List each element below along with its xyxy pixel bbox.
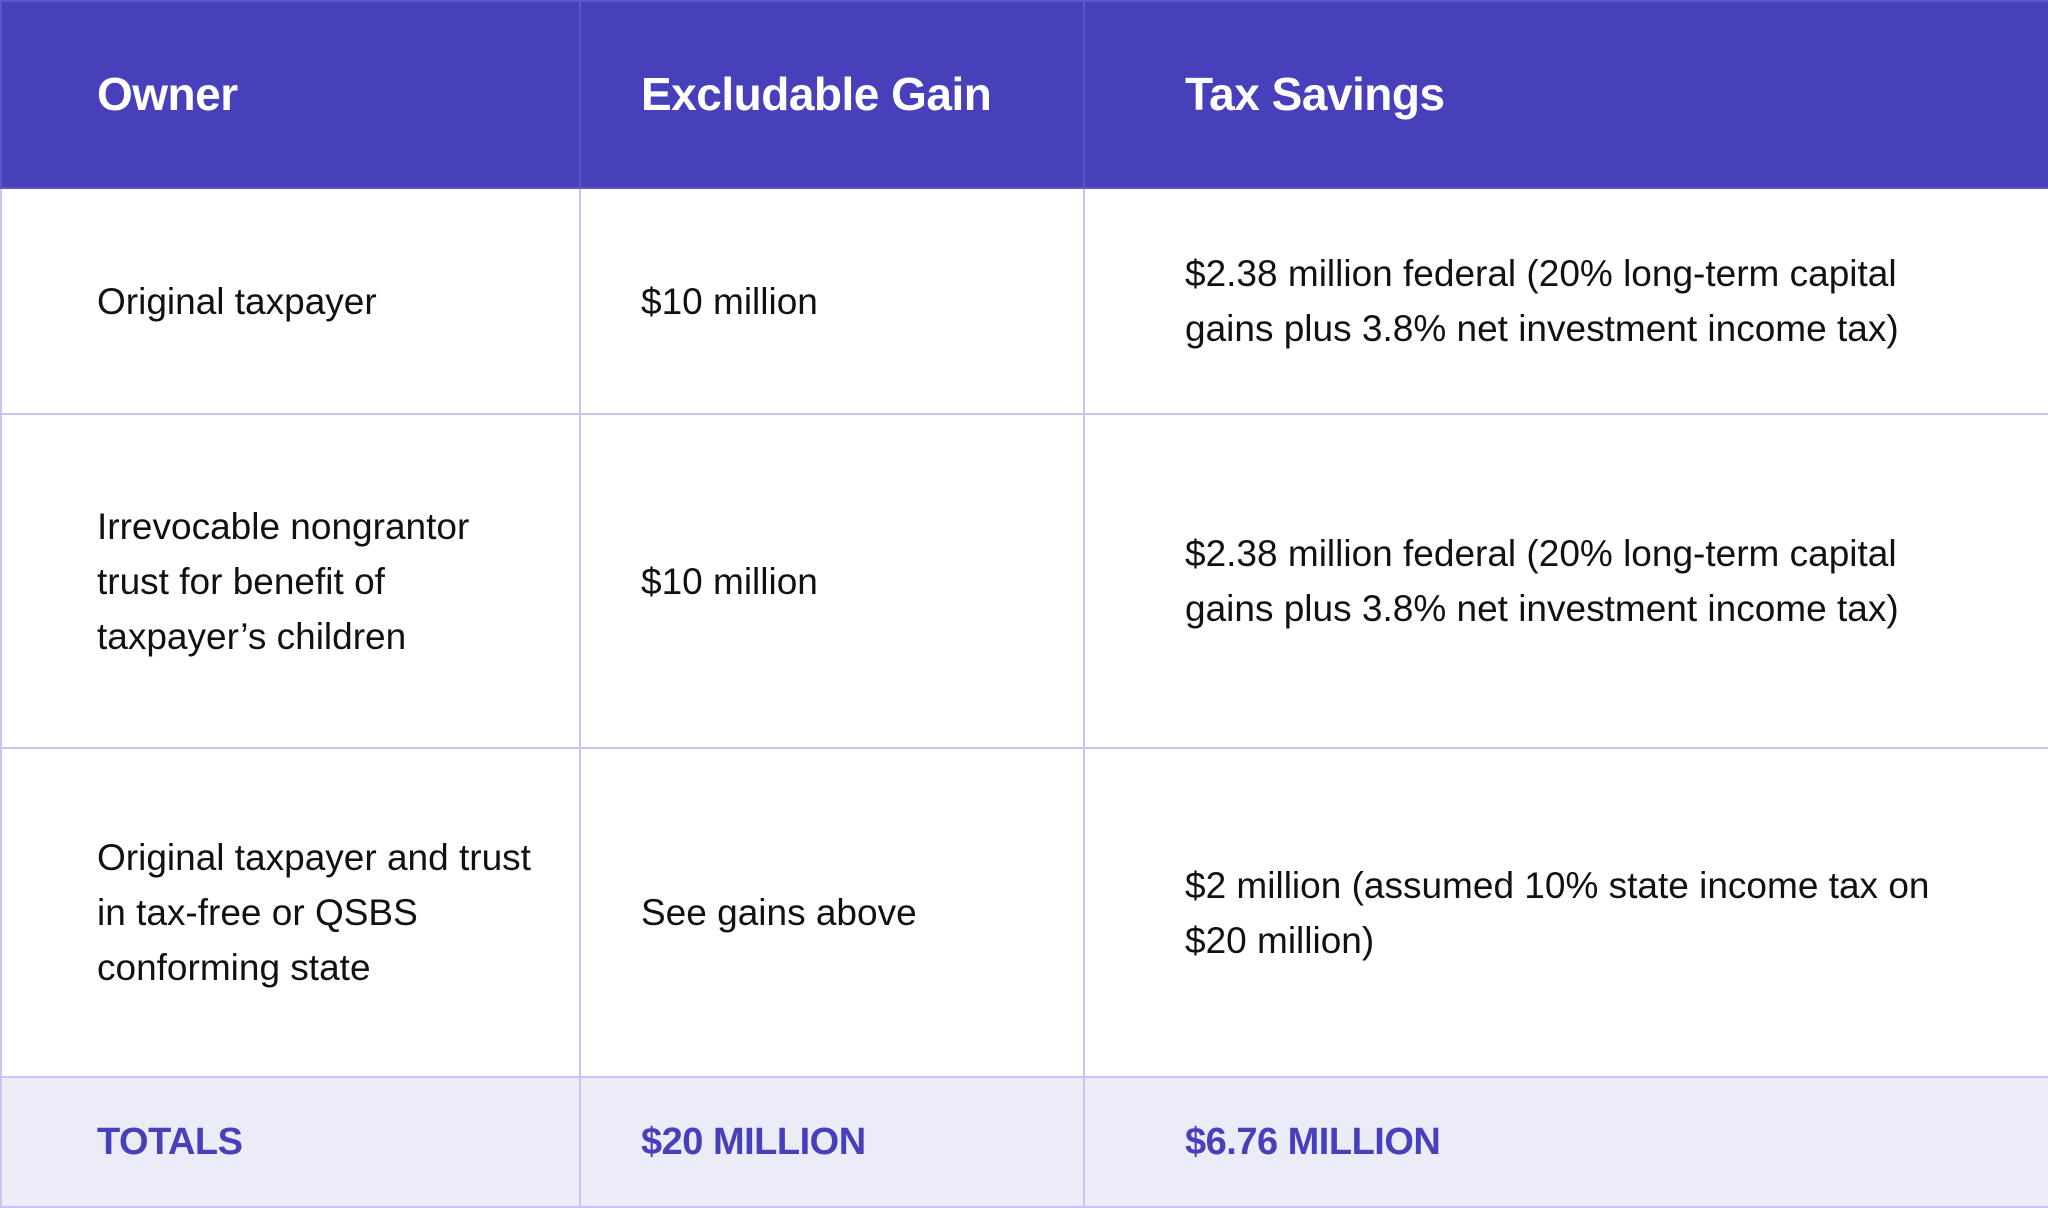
owner-cell: Irrevocable nongrantor trust for benefit… [0, 413, 581, 749]
gain-cell: See gains above [579, 747, 1085, 1078]
savings-cell: $2.38 million federal (20% long-term cap… [1083, 413, 2048, 749]
gain-cell: $10 million [579, 413, 1085, 749]
savings-cell: $2.38 million federal (20% long-term cap… [1083, 187, 2048, 415]
totals-row: TOTALS $20 MILLION $6.76 MILLION [0, 1076, 2048, 1208]
owner-cell: Original taxpayer and trust in tax-free … [0, 747, 581, 1078]
header-row: Owner Excludable Gain Tax Savings [0, 0, 2048, 189]
savings-cell: $2 million (assumed 10% state income tax… [1083, 747, 2048, 1078]
header-owner: Owner [0, 0, 581, 189]
totals-gain: $20 MILLION [579, 1076, 1085, 1208]
header-tax-savings: Tax Savings [1083, 0, 2048, 189]
totals-label: TOTALS [0, 1076, 581, 1208]
totals-savings: $6.76 MILLION [1083, 1076, 2048, 1208]
gain-cell: $10 million [579, 187, 1085, 415]
table-row: Original taxpayer and trust in tax-free … [0, 747, 2048, 1078]
owner-cell: Original taxpayer [0, 187, 581, 415]
table-row: Original taxpayer $10 million $2.38 mill… [0, 187, 2048, 415]
table-row: Irrevocable nongrantor trust for benefit… [0, 413, 2048, 749]
header-excludable-gain: Excludable Gain [579, 0, 1085, 189]
